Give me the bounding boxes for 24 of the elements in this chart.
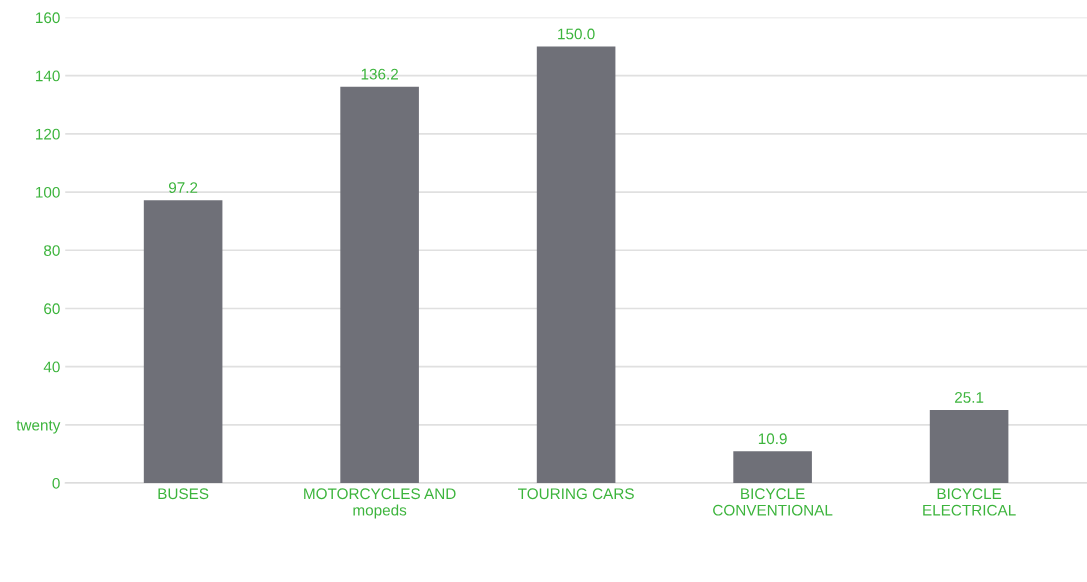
x-tick-label: BUSES <box>158 488 209 500</box>
data-label: 10.9 <box>758 433 787 445</box>
y-tick-label: twenty <box>16 420 61 434</box>
y-tick-label: 120 <box>36 128 60 140</box>
bar <box>536 46 616 484</box>
x-tick-label: BICYCLE CONVENTIONAL <box>713 488 833 516</box>
x-tick-label: BICYCLE ELECTRICAL <box>923 488 1016 516</box>
x-tick-label: MOTORCYCLES AND mopeds <box>304 488 456 519</box>
data-label: 136.2 <box>361 68 398 80</box>
y-tick-label: 160 <box>36 12 60 24</box>
y-tick-label: 0 <box>52 477 60 489</box>
x-tick-label: TOURING CARS <box>518 488 634 500</box>
bar <box>340 86 419 484</box>
y-tick-label: 80 <box>44 245 60 256</box>
bar <box>929 410 1009 484</box>
data-label: 150.0 <box>558 28 595 40</box>
bar <box>143 200 223 484</box>
bar <box>733 451 812 484</box>
y-tick-label: 140 <box>36 70 60 82</box>
y-tick-label: 100 <box>36 186 60 198</box>
y-tick-label: 40 <box>43 361 60 373</box>
data-label: 97.2 <box>168 182 198 194</box>
y-tick-label: 60 <box>44 303 60 315</box>
data-label: 25.1 <box>955 392 984 403</box>
